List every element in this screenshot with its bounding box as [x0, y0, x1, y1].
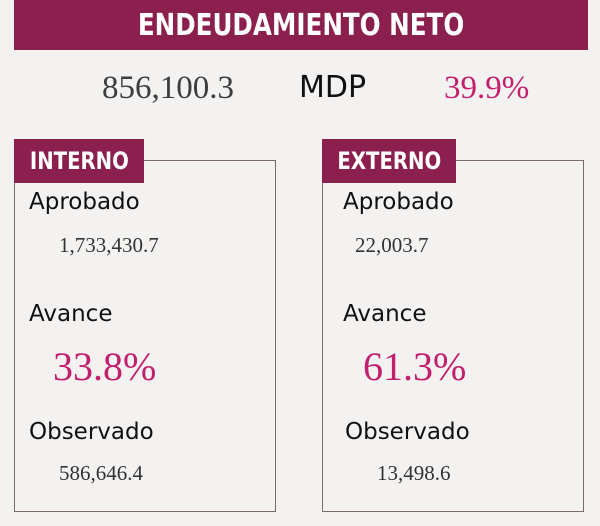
- panel-interno: INTERNO Aprobado 1,733,430.7 Avance 33.8…: [14, 139, 276, 512]
- progress-value: 61.3%: [363, 344, 467, 389]
- observed-label: Observado: [345, 419, 470, 445]
- page-title: ENDEUDAMIENTO NETO: [137, 7, 465, 43]
- panel-tab-interno: INTERNO: [14, 139, 144, 183]
- panel-title: EXTERNO: [337, 147, 441, 175]
- progress-label: Avance: [343, 301, 427, 327]
- observed-value: 586,646.4: [59, 461, 143, 485]
- approved-label: Aprobado: [29, 189, 140, 215]
- summary-row: 856,100.3 MDP 39.9%: [0, 62, 600, 118]
- panel-externo: EXTERNO Aprobado 22,003.7 Avance 61.3% O…: [322, 139, 584, 512]
- approved-value: 22,003.7: [355, 233, 429, 257]
- observed-label: Observado: [29, 419, 154, 445]
- net-debt-percent: 39.9%: [444, 70, 530, 106]
- net-debt-amount: 856,100.3: [102, 70, 234, 106]
- progress-label: Avance: [29, 301, 113, 327]
- approved-label: Aprobado: [343, 189, 454, 215]
- panel-title: INTERNO: [29, 147, 129, 175]
- progress-value: 33.8%: [53, 344, 157, 389]
- net-debt-unit: MDP: [299, 70, 367, 105]
- title-banner: ENDEUDAMIENTO NETO: [14, 0, 588, 50]
- approved-value: 1,733,430.7: [59, 233, 159, 257]
- observed-value: 13,498.6: [377, 461, 451, 485]
- panel-tab-externo: EXTERNO: [322, 139, 456, 183]
